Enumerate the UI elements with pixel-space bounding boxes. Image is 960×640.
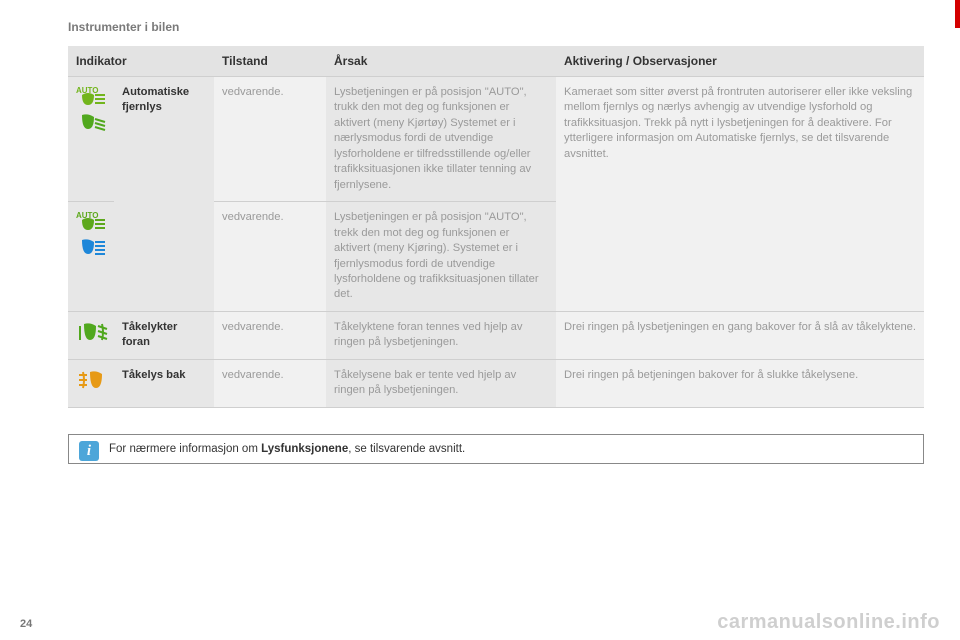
info-prefix: For nærmere informasjon om	[109, 443, 261, 455]
cell-obs: Drei ringen på betjeningen bakover for å…	[556, 359, 924, 407]
col-indikator: Indikator	[68, 46, 214, 77]
cell-arsak: Lysbetjeningen er på posisjon "AUTO", tr…	[326, 202, 556, 312]
cell-tilstand: vedvarende.	[214, 202, 326, 312]
cell-arsak: Lysbetjeningen er på posisjon "AUTO", tr…	[326, 77, 556, 202]
col-arsak: Årsak	[326, 46, 556, 77]
cell-arsak: Tåkelysene bak er tente ved hjelp av rin…	[326, 359, 556, 407]
cell-tilstand: vedvarende.	[214, 77, 326, 202]
cell-label: Tåkelys bak	[114, 359, 214, 407]
high-beam-blue-icon	[76, 238, 108, 258]
low-beam-icon	[76, 113, 108, 133]
cell-label: Automatiske fjernlys	[114, 77, 214, 312]
front-fog-icon	[76, 320, 110, 344]
cell-icon: AUTO	[68, 77, 114, 202]
indicator-table: Indikator Tilstand Årsak Aktivering / Ob…	[68, 46, 924, 408]
cell-arsak: Tåkelyktene foran tennes ved hjelp av ri…	[326, 311, 556, 359]
auto-high-beam-green-icon: AUTO	[76, 210, 108, 232]
table-row: Tåkelys bak vedvarende. Tåkelysene bak e…	[68, 359, 924, 407]
cell-icon: AUTO	[68, 202, 114, 312]
table-row: Tåkelykter foran vedvarende. Tåkelyktene…	[68, 311, 924, 359]
footer-watermark: carmanualsonline.info	[717, 611, 940, 634]
cell-tilstand: vedvarende.	[214, 311, 326, 359]
info-bold: Lysfunksjonene	[261, 443, 348, 455]
cell-obs: Drei ringen på lysbetjeningen en gang ba…	[556, 311, 924, 359]
page-number: 24	[20, 618, 32, 630]
info-suffix: , se tilsvarende avsnitt.	[348, 443, 465, 455]
cell-label: Tåkelykter foran	[114, 311, 214, 359]
col-tilstand: Tilstand	[214, 46, 326, 77]
rear-fog-icon	[76, 368, 110, 392]
table-header-row: Indikator Tilstand Årsak Aktivering / Ob…	[68, 46, 924, 77]
auto-high-beam-icon: AUTO	[76, 85, 108, 107]
info-icon: i	[79, 441, 99, 461]
cell-tilstand: vedvarende.	[214, 359, 326, 407]
cell-icon	[68, 311, 114, 359]
info-box: i For nærmere informasjon om Lysfunksjon…	[68, 434, 924, 464]
red-side-tab	[955, 0, 960, 28]
cell-obs: Kameraet som sitter øverst på frontruten…	[556, 77, 924, 312]
cell-icon	[68, 359, 114, 407]
col-obs: Aktivering / Observasjoner	[556, 46, 924, 77]
section-header: Instrumenter i bilen	[68, 20, 930, 34]
table-row: AUTO Automati	[68, 77, 924, 202]
